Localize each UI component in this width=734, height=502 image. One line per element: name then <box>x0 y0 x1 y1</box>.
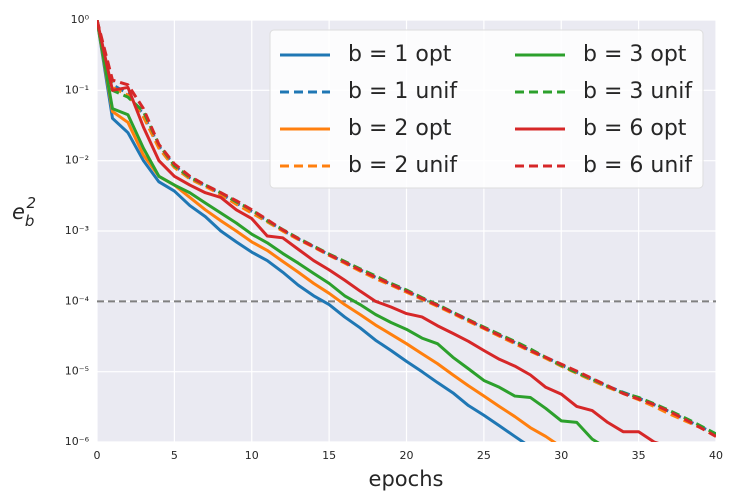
y-tick-label: 10⁻² <box>65 154 89 167</box>
y-tick-label: 10⁻¹ <box>65 83 89 96</box>
x-tick-label: 0 <box>94 449 101 462</box>
legend-label: b = 3 opt <box>583 42 687 67</box>
legend-label: b = 1 opt <box>348 42 452 67</box>
series-line <box>97 20 526 442</box>
x-tick-label: 35 <box>632 449 646 462</box>
y-label-sup: 2 <box>26 194 36 212</box>
x-tick-label: 40 <box>709 449 723 462</box>
series-line <box>97 20 716 438</box>
legend-label: b = 6 opt <box>583 116 687 141</box>
legend: b = 1 opt b = 1 unif b = 2 opt b = 2 unif b … <box>269 29 704 189</box>
legend-label: b = 2 opt <box>348 116 452 141</box>
x-tick-label: 15 <box>322 449 336 462</box>
legend-label: b = 3 unif <box>583 79 693 104</box>
y-tick-label: 10⁰ <box>71 13 90 26</box>
x-tick-label: 25 <box>477 449 491 462</box>
x-tick-label: 10 <box>245 449 259 462</box>
legend-box <box>269 29 704 189</box>
legend-label: b = 6 unif <box>583 153 693 178</box>
y-axis-label: eb2 <box>12 194 36 230</box>
legend-label: b = 2 unif <box>348 153 458 178</box>
y-label-sub: b <box>25 212 35 230</box>
x-axis-label: epochs <box>369 467 444 491</box>
y-tick-label: 10⁻⁵ <box>65 365 89 378</box>
y-tick-label: 10⁻⁴ <box>65 294 90 307</box>
series-line <box>97 20 600 442</box>
x-tick-label: 20 <box>400 449 414 462</box>
y-label-base: e <box>12 200 25 224</box>
y-tick-label: 10⁻³ <box>65 224 89 237</box>
legend-label: b = 1 unif <box>348 79 458 104</box>
lines <box>97 20 716 442</box>
series-line <box>97 20 660 442</box>
labels: 0 5 10 15 20 25 30 35 40 10⁻⁶ 10⁻⁵ 10⁻⁴ 10⁻³ 10⁻² 10⁻¹… <box>65 13 723 462</box>
x-tick-label: 5 <box>171 449 178 462</box>
x-tick-label: 30 <box>554 449 568 462</box>
y-tick-label: 10⁻⁶ <box>65 435 90 448</box>
